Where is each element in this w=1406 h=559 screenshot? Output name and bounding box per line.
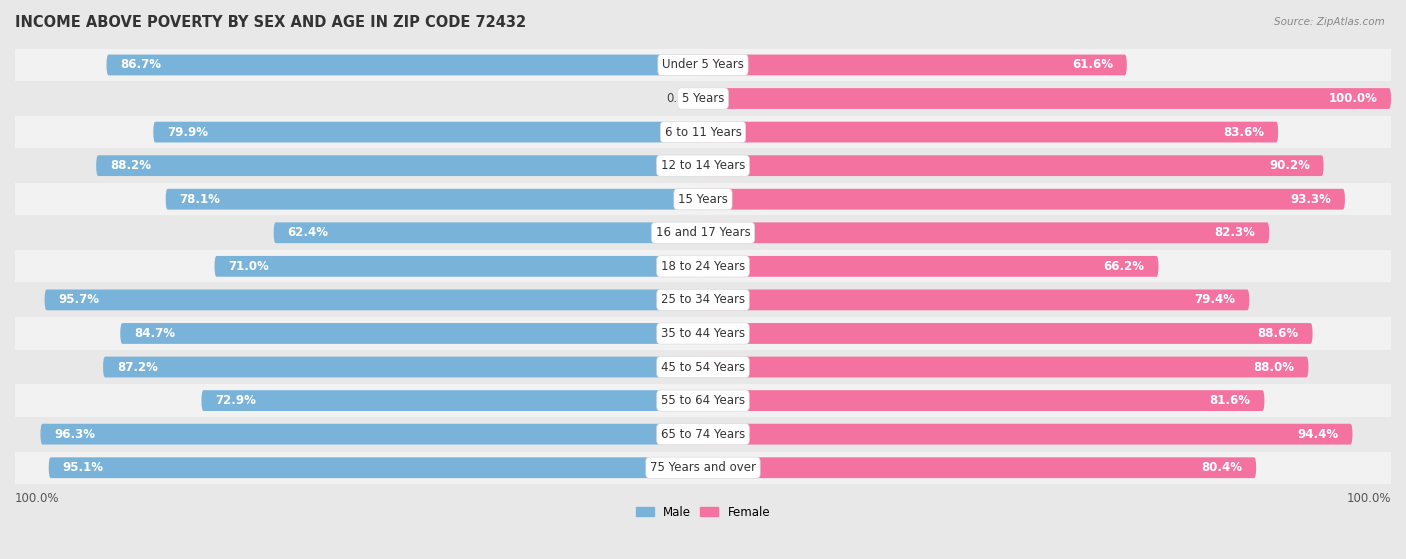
Text: 45 to 54 Years: 45 to 54 Years xyxy=(661,361,745,373)
FancyBboxPatch shape xyxy=(96,155,703,176)
Text: 95.1%: 95.1% xyxy=(62,461,104,474)
FancyBboxPatch shape xyxy=(703,424,1353,444)
Text: 87.2%: 87.2% xyxy=(117,361,157,373)
Text: 0.0%: 0.0% xyxy=(666,92,696,105)
FancyBboxPatch shape xyxy=(166,189,703,210)
FancyBboxPatch shape xyxy=(15,318,1391,349)
FancyBboxPatch shape xyxy=(15,385,1391,416)
FancyBboxPatch shape xyxy=(15,284,1391,316)
FancyBboxPatch shape xyxy=(15,116,1391,148)
FancyBboxPatch shape xyxy=(703,222,1270,243)
Text: INCOME ABOVE POVERTY BY SEX AND AGE IN ZIP CODE 72432: INCOME ABOVE POVERTY BY SEX AND AGE IN Z… xyxy=(15,15,526,30)
Text: 78.1%: 78.1% xyxy=(180,193,221,206)
Text: 100.0%: 100.0% xyxy=(1329,92,1378,105)
FancyBboxPatch shape xyxy=(703,55,1126,75)
FancyBboxPatch shape xyxy=(703,88,1391,109)
FancyBboxPatch shape xyxy=(41,424,703,444)
Text: 35 to 44 Years: 35 to 44 Years xyxy=(661,327,745,340)
Text: 25 to 34 Years: 25 to 34 Years xyxy=(661,293,745,306)
FancyBboxPatch shape xyxy=(703,189,1346,210)
FancyBboxPatch shape xyxy=(703,323,1313,344)
Text: 84.7%: 84.7% xyxy=(134,327,174,340)
FancyBboxPatch shape xyxy=(703,290,1250,310)
Text: 82.3%: 82.3% xyxy=(1215,226,1256,239)
Text: 93.3%: 93.3% xyxy=(1291,193,1331,206)
Text: 62.4%: 62.4% xyxy=(287,226,329,239)
Text: 6 to 11 Years: 6 to 11 Years xyxy=(665,126,741,139)
FancyBboxPatch shape xyxy=(274,222,703,243)
Text: Under 5 Years: Under 5 Years xyxy=(662,59,744,72)
Text: 55 to 64 Years: 55 to 64 Years xyxy=(661,394,745,407)
Text: 80.4%: 80.4% xyxy=(1201,461,1243,474)
FancyBboxPatch shape xyxy=(215,256,703,277)
FancyBboxPatch shape xyxy=(703,457,1256,478)
Text: 15 Years: 15 Years xyxy=(678,193,728,206)
Text: 81.6%: 81.6% xyxy=(1209,394,1251,407)
FancyBboxPatch shape xyxy=(121,323,703,344)
Text: 88.6%: 88.6% xyxy=(1258,327,1299,340)
Text: 88.0%: 88.0% xyxy=(1254,361,1295,373)
FancyBboxPatch shape xyxy=(15,250,1391,282)
Text: 18 to 24 Years: 18 to 24 Years xyxy=(661,260,745,273)
Text: 96.3%: 96.3% xyxy=(55,428,96,440)
Legend: Male, Female: Male, Female xyxy=(631,501,775,523)
Text: 83.6%: 83.6% xyxy=(1223,126,1264,139)
Text: 79.4%: 79.4% xyxy=(1195,293,1236,306)
FancyBboxPatch shape xyxy=(103,357,703,377)
Text: 16 and 17 Years: 16 and 17 Years xyxy=(655,226,751,239)
FancyBboxPatch shape xyxy=(45,290,703,310)
Text: 79.9%: 79.9% xyxy=(167,126,208,139)
FancyBboxPatch shape xyxy=(703,357,1309,377)
FancyBboxPatch shape xyxy=(703,390,1264,411)
FancyBboxPatch shape xyxy=(15,150,1391,182)
FancyBboxPatch shape xyxy=(15,217,1391,249)
Text: 66.2%: 66.2% xyxy=(1104,260,1144,273)
Text: 65 to 74 Years: 65 to 74 Years xyxy=(661,428,745,440)
Text: 100.0%: 100.0% xyxy=(1347,492,1391,505)
Text: 100.0%: 100.0% xyxy=(15,492,59,505)
FancyBboxPatch shape xyxy=(15,82,1391,115)
Text: 86.7%: 86.7% xyxy=(121,59,162,72)
FancyBboxPatch shape xyxy=(201,390,703,411)
FancyBboxPatch shape xyxy=(107,55,703,75)
Text: 90.2%: 90.2% xyxy=(1270,159,1310,172)
Text: 5 Years: 5 Years xyxy=(682,92,724,105)
FancyBboxPatch shape xyxy=(153,122,703,143)
FancyBboxPatch shape xyxy=(703,155,1323,176)
Text: 72.9%: 72.9% xyxy=(215,394,256,407)
FancyBboxPatch shape xyxy=(703,256,1159,277)
Text: 75 Years and over: 75 Years and over xyxy=(650,461,756,474)
FancyBboxPatch shape xyxy=(15,49,1391,81)
FancyBboxPatch shape xyxy=(15,452,1391,484)
FancyBboxPatch shape xyxy=(703,122,1278,143)
FancyBboxPatch shape xyxy=(15,418,1391,450)
Text: Source: ZipAtlas.com: Source: ZipAtlas.com xyxy=(1274,17,1385,27)
Text: 94.4%: 94.4% xyxy=(1298,428,1339,440)
FancyBboxPatch shape xyxy=(49,457,703,478)
Text: 12 to 14 Years: 12 to 14 Years xyxy=(661,159,745,172)
FancyBboxPatch shape xyxy=(15,183,1391,215)
Text: 95.7%: 95.7% xyxy=(58,293,100,306)
FancyBboxPatch shape xyxy=(15,351,1391,383)
Text: 88.2%: 88.2% xyxy=(110,159,150,172)
Text: 61.6%: 61.6% xyxy=(1071,59,1114,72)
Text: 71.0%: 71.0% xyxy=(228,260,269,273)
